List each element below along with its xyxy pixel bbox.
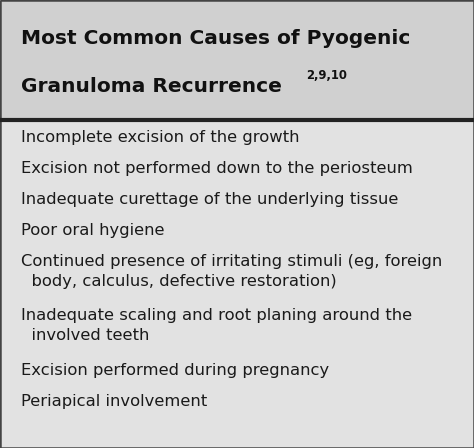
Text: Excision performed during pregnancy: Excision performed during pregnancy: [21, 362, 329, 378]
Text: Incomplete excision of the growth: Incomplete excision of the growth: [21, 130, 300, 145]
Text: Most Common Causes of Pyogenic: Most Common Causes of Pyogenic: [21, 29, 410, 48]
Text: Excision not performed down to the periosteum: Excision not performed down to the perio…: [21, 161, 413, 176]
Text: Poor oral hygiene: Poor oral hygiene: [21, 223, 165, 238]
Text: Inadequate curettage of the underlying tissue: Inadequate curettage of the underlying t…: [21, 192, 399, 207]
Text: Inadequate scaling and root planing around the
  involved teeth: Inadequate scaling and root planing arou…: [21, 308, 412, 343]
Text: Granuloma Recurrence: Granuloma Recurrence: [21, 77, 282, 96]
Text: Periapical involvement: Periapical involvement: [21, 393, 208, 409]
Text: 2,9,10: 2,9,10: [306, 69, 347, 82]
Bar: [0, 0, 474, 120]
Text: Continued presence of irritating stimuli (eg, foreign
  body, calculus, defectiv: Continued presence of irritating stimuli…: [21, 254, 443, 289]
Bar: [0, 120, 474, 448]
